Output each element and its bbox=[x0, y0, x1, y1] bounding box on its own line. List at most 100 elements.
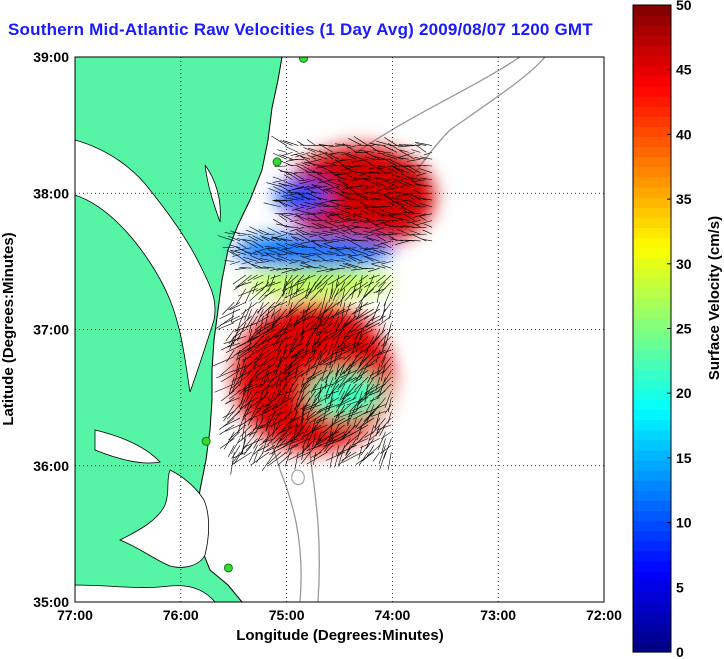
velocity-vector bbox=[329, 228, 345, 235]
velocity-vector bbox=[345, 165, 363, 168]
velocity-vector bbox=[285, 281, 305, 290]
velocity-vector bbox=[352, 213, 363, 217]
velocity-vector bbox=[409, 230, 421, 235]
velocity-vector bbox=[351, 179, 363, 181]
velocity-vector bbox=[263, 356, 276, 366]
velocity-vector bbox=[365, 315, 386, 328]
velocity-vector bbox=[410, 194, 427, 201]
velocity-vector bbox=[358, 184, 369, 187]
velocity-vector bbox=[259, 377, 264, 389]
velocity-vector bbox=[399, 226, 409, 228]
velocity-vector bbox=[282, 363, 287, 378]
velocity-vector bbox=[412, 177, 421, 180]
colorbar-segment bbox=[633, 520, 671, 532]
velocity-vector bbox=[402, 211, 421, 214]
velocity-vector bbox=[235, 246, 252, 255]
velocity-vector bbox=[252, 235, 264, 242]
velocity-vector bbox=[339, 264, 351, 269]
velocity-vector bbox=[377, 363, 380, 375]
velocity-vector bbox=[322, 205, 339, 208]
velocity-vector bbox=[375, 274, 386, 283]
velocity-vector bbox=[398, 152, 415, 158]
velocity-vector bbox=[348, 138, 363, 146]
velocity-vector bbox=[251, 315, 258, 326]
velocity-vector bbox=[244, 390, 258, 409]
velocity-vector bbox=[378, 281, 392, 295]
velocity-vector bbox=[256, 322, 276, 335]
velocity-vector bbox=[284, 363, 293, 375]
velocity-vector bbox=[243, 445, 252, 456]
velocity-vector bbox=[279, 431, 293, 442]
velocity-vector bbox=[415, 172, 427, 177]
velocity-vector bbox=[258, 288, 276, 304]
velocity-vector bbox=[328, 213, 340, 216]
velocity-vector bbox=[382, 363, 392, 374]
velocity-vector bbox=[406, 165, 421, 174]
velocity-vector bbox=[369, 431, 380, 441]
velocity-vector bbox=[347, 274, 357, 285]
velocity-vector bbox=[342, 451, 363, 463]
velocity-vector bbox=[367, 424, 375, 447]
velocity-vector bbox=[290, 195, 305, 201]
velocity-vector bbox=[371, 261, 386, 265]
velocity-vector bbox=[358, 288, 369, 308]
velocity-vector bbox=[282, 431, 299, 448]
velocity-vector bbox=[344, 153, 357, 160]
colorbar-tick-label: 50 bbox=[676, 0, 692, 13]
velocity-vector bbox=[327, 377, 334, 393]
station-marker bbox=[272, 157, 282, 167]
colorbar-segment bbox=[633, 65, 671, 77]
velocity-vector bbox=[228, 301, 241, 311]
velocity-vector bbox=[340, 288, 346, 307]
velocity-vector bbox=[376, 376, 392, 393]
velocity-vector bbox=[356, 424, 363, 441]
velocity-vector bbox=[228, 377, 235, 394]
velocity-vector bbox=[413, 235, 427, 242]
colorbar-segment bbox=[633, 247, 671, 259]
velocity-vector bbox=[328, 377, 340, 399]
colorbar-segment bbox=[633, 116, 671, 127]
velocity-vector bbox=[308, 147, 322, 153]
velocity-vector bbox=[259, 302, 276, 318]
velocity-vector bbox=[316, 404, 340, 413]
velocity-vector bbox=[347, 153, 363, 160]
velocity-vector bbox=[300, 424, 311, 440]
velocity-vector bbox=[232, 329, 247, 339]
colorbar-tick-label: 30 bbox=[676, 256, 692, 272]
velocity-vector bbox=[319, 342, 328, 357]
velocity-vector bbox=[372, 451, 380, 462]
velocity-region bbox=[244, 268, 393, 296]
velocity-vector bbox=[356, 417, 375, 430]
velocity-vector bbox=[302, 302, 316, 315]
velocity-vector bbox=[263, 322, 281, 335]
velocity-vector bbox=[342, 424, 351, 438]
velocity-vector bbox=[230, 244, 241, 249]
velocity-vector bbox=[387, 397, 392, 413]
velocity-vector bbox=[291, 206, 305, 211]
velocity-vector bbox=[414, 183, 433, 187]
velocity-vector bbox=[296, 417, 311, 438]
velocity-vector bbox=[401, 206, 415, 214]
velocity-vector bbox=[321, 370, 334, 382]
velocity-vector bbox=[335, 363, 340, 379]
colorbar-segment bbox=[633, 550, 671, 562]
velocity-vector bbox=[276, 243, 287, 249]
velocity-vector bbox=[289, 336, 299, 354]
velocity-vector bbox=[255, 363, 276, 377]
velocity-vector bbox=[220, 363, 235, 376]
velocity-vector bbox=[363, 281, 380, 298]
velocity-vector bbox=[302, 254, 316, 258]
velocity-vector bbox=[384, 404, 392, 414]
velocity-vector bbox=[268, 249, 281, 255]
velocity-vector bbox=[299, 255, 316, 262]
velocity-vector bbox=[373, 288, 386, 293]
velocity-vector bbox=[335, 274, 340, 287]
velocity-vector bbox=[247, 363, 264, 373]
velocity-vector bbox=[347, 256, 357, 262]
velocity-vector bbox=[310, 231, 328, 235]
velocity-vector bbox=[293, 186, 310, 190]
velocity-vector bbox=[311, 240, 322, 248]
velocity-vector bbox=[383, 288, 392, 307]
velocity-vector bbox=[355, 451, 375, 465]
velocity-vector bbox=[375, 349, 380, 363]
